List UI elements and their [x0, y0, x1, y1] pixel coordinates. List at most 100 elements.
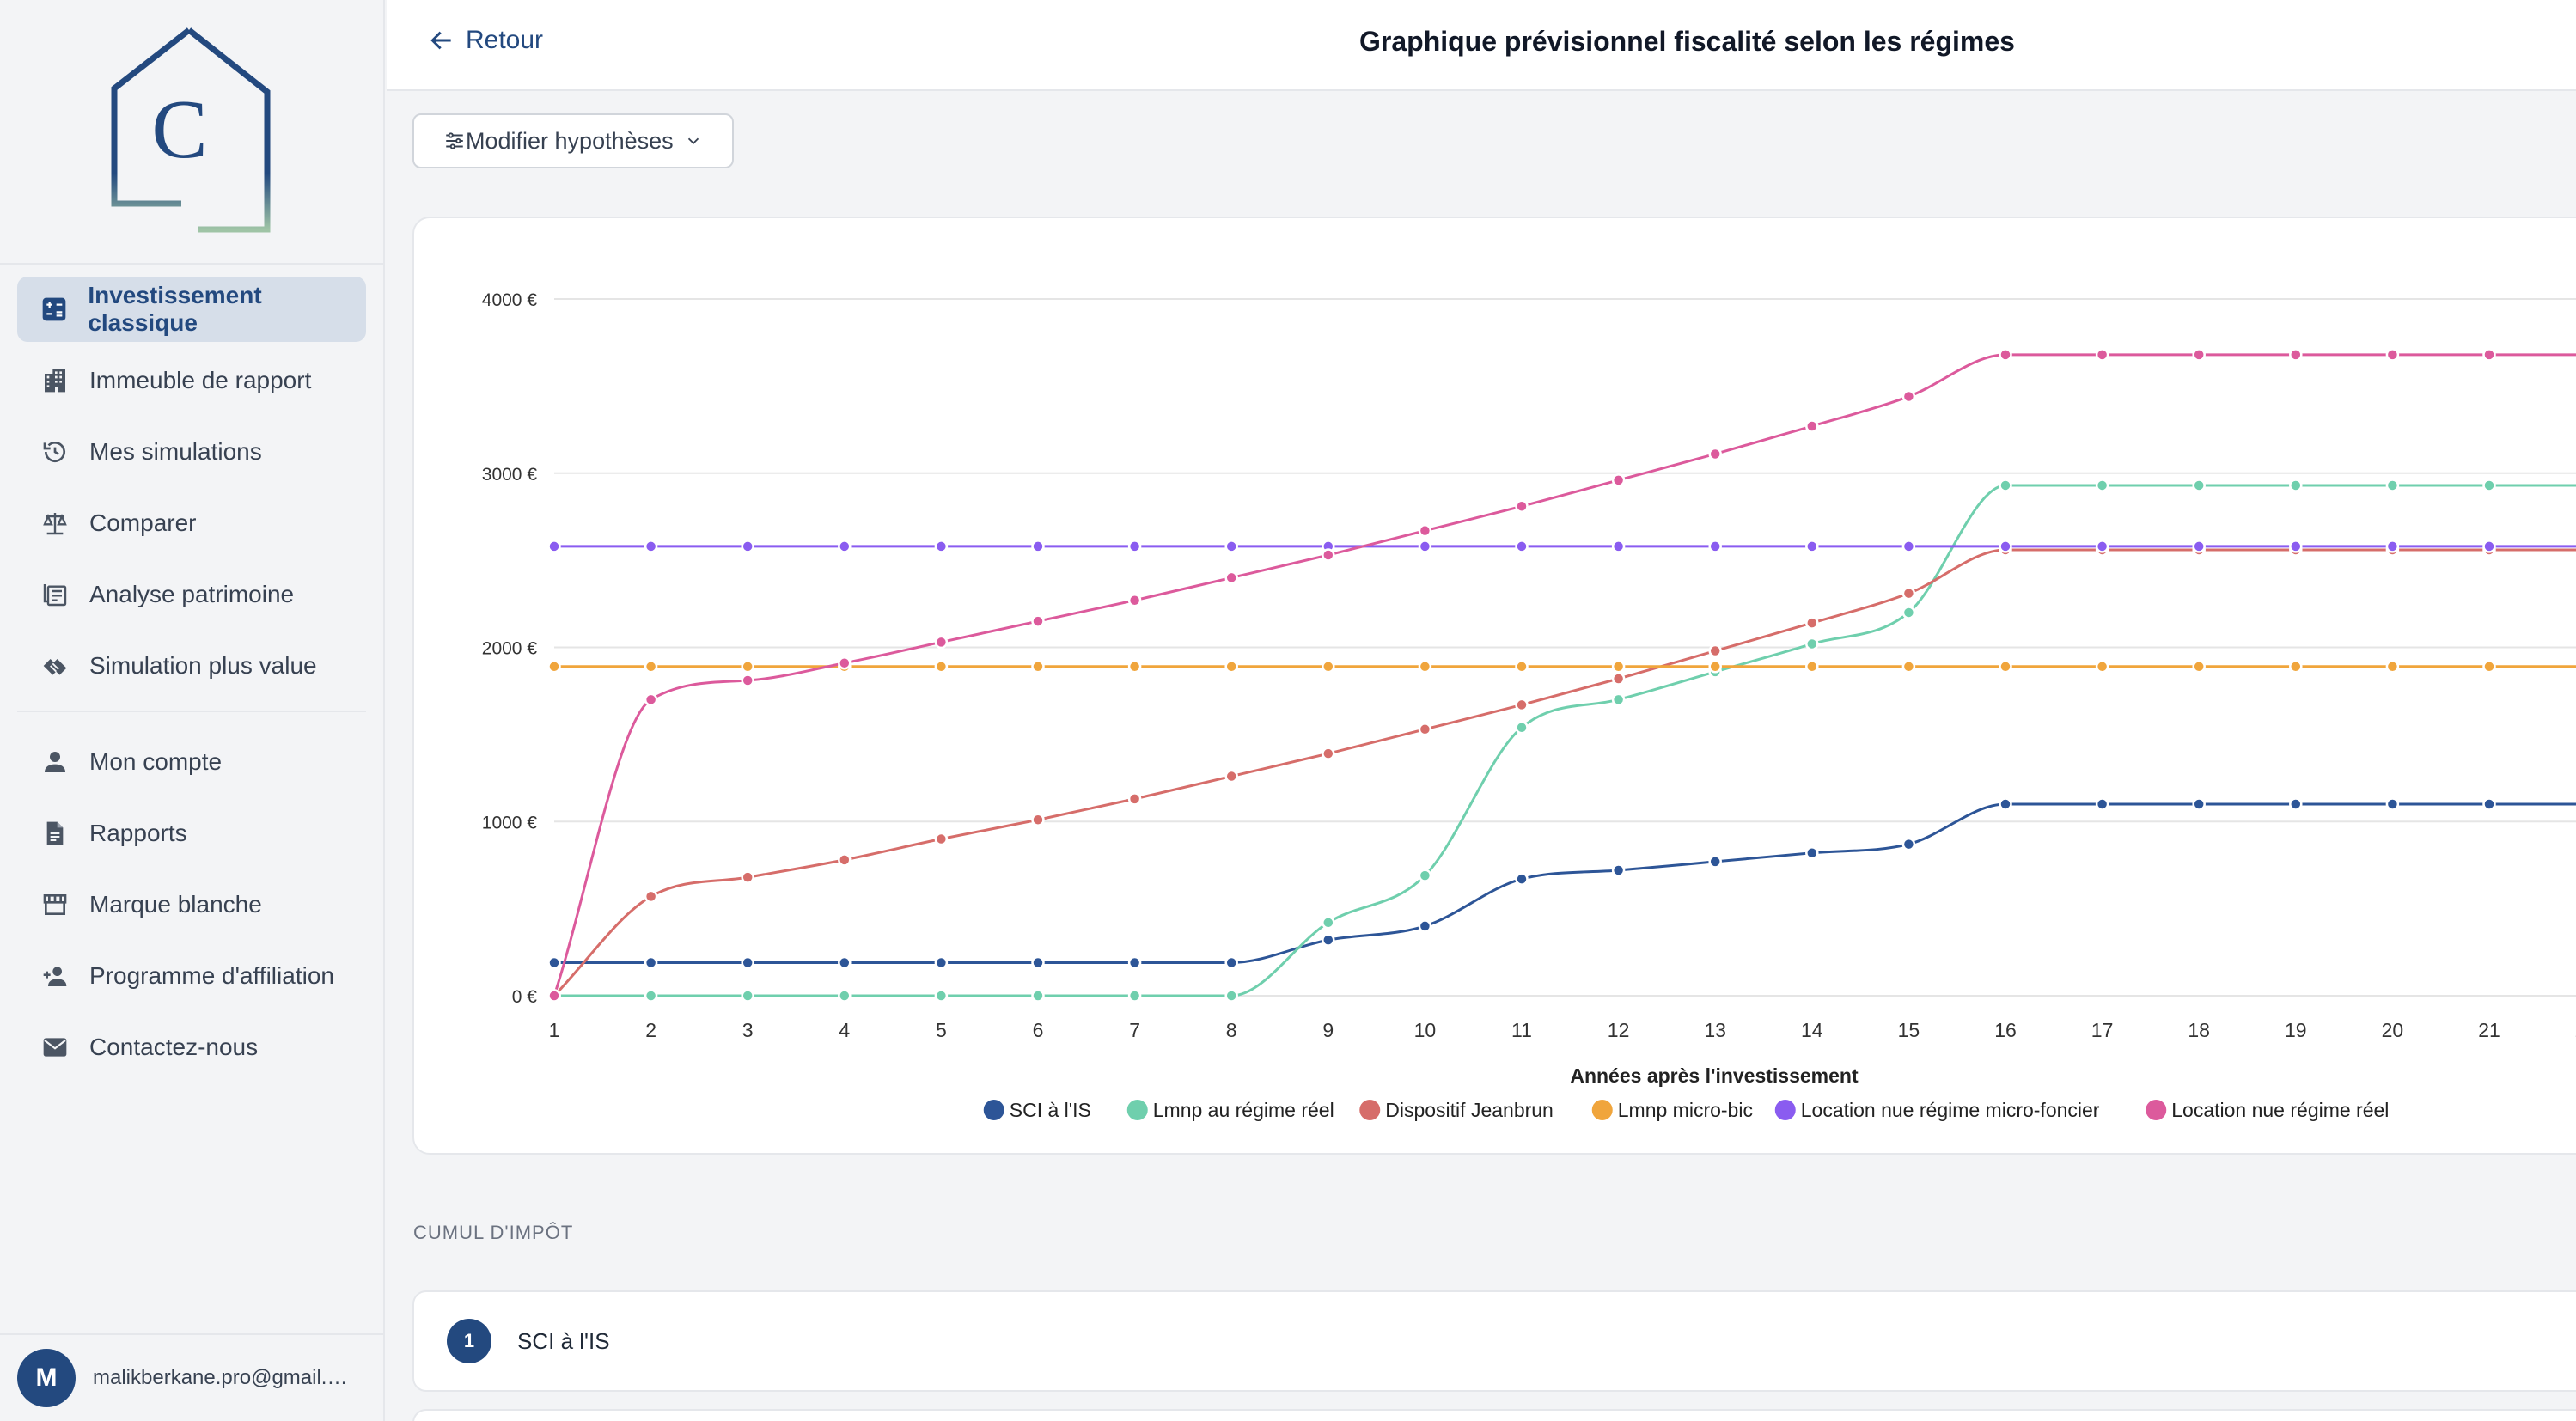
sidebar-item-label: Mon compte	[89, 748, 223, 775]
sidebar-item-analyse-patrimoine[interactable]: Analyse patrimoine	[17, 562, 366, 627]
chart-card: 0 €1000 €2000 €3000 €4000 € 1 2 3 4 5 6 7 8 9 10 1…	[412, 217, 2576, 1155]
data-point	[644, 889, 658, 904]
chart-grid	[554, 298, 2576, 997]
series-0	[553, 802, 2576, 964]
data-point	[1031, 955, 1045, 970]
legend-label: Location nue régime micro-foncier	[1801, 1099, 2100, 1121]
data-point	[838, 540, 852, 553]
sidebar-item-contactez-nous[interactable]: Contactez-nous	[17, 1015, 366, 1080]
data-point	[2289, 540, 2303, 553]
x-tick-label: 22	[2575, 1019, 2576, 1041]
user-account[interactable]: M malikberkane.pro@gmail.…	[0, 1333, 385, 1421]
data-point	[1322, 548, 1335, 562]
logo[interactable]: C	[0, 0, 383, 265]
data-point	[2095, 479, 2109, 492]
data-point	[1322, 747, 1335, 760]
data-point	[1418, 523, 1432, 538]
data-point	[934, 955, 949, 970]
data-point	[644, 540, 658, 553]
data-point	[1515, 499, 1529, 514]
data-point	[2289, 797, 2303, 811]
data-point	[2289, 479, 2303, 492]
series-line	[552, 353, 2576, 997]
series-points-1	[547, 479, 2496, 1003]
data-point	[1999, 797, 2012, 811]
sidebar-item-mes-simulations[interactable]: Mes simulations	[17, 419, 366, 485]
data-point	[2482, 348, 2496, 362]
data-point	[741, 674, 754, 687]
regime-row[interactable]: 1 SCI à l'IS	[412, 1290, 2576, 1392]
x-tick-label: 20	[2382, 1019, 2404, 1041]
sidebar-item-label: Marque blanche	[89, 891, 262, 918]
user-email: malikberkane.pro@gmail.…	[93, 1366, 348, 1389]
legend-label: Lmnp micro-bic	[1618, 1099, 1753, 1121]
x-tick-label: 7	[1129, 1019, 1140, 1041]
sidebar-item-simulation-plus-value[interactable]: Simulation plus value	[17, 633, 366, 698]
sidebar-item-label: Investissement classique	[88, 282, 262, 336]
data-point	[2385, 540, 2400, 553]
data-point	[1708, 447, 1722, 461]
series-line	[554, 484, 2576, 997]
data-point	[1901, 660, 1916, 674]
data-point	[1418, 660, 1432, 674]
sidebar-item-marque-blanche[interactable]: Marque blanche	[17, 872, 366, 937]
data-point	[934, 540, 949, 553]
sidebar-item-immeuble-de-rapport[interactable]: Immeuble de rapport	[17, 348, 366, 413]
data-point	[2482, 540, 2496, 553]
data-point	[1708, 540, 1722, 553]
sidebar-item-label: Rapports	[89, 820, 187, 846]
data-point	[1322, 916, 1335, 930]
data-point	[1611, 863, 1626, 877]
data-point	[741, 870, 754, 884]
x-tick-label: 6	[1033, 1019, 1044, 1041]
data-point	[838, 989, 852, 1003]
regime-row-next[interactable]	[412, 1409, 2576, 1421]
sidebar-item-label: Immeuble de rapport	[89, 367, 312, 393]
data-point	[1127, 955, 1142, 970]
data-point	[547, 660, 561, 674]
data-point	[1031, 813, 1045, 826]
sidebar-item-comparer[interactable]: Comparer	[17, 491, 366, 556]
data-point	[1805, 540, 1819, 553]
data-point	[1708, 643, 1722, 658]
modifier-hypotheses-button[interactable]: Modifier hypothèses	[412, 113, 734, 168]
history-icon	[38, 435, 72, 469]
data-point	[741, 989, 754, 1003]
x-tick-label: 15	[1898, 1019, 1920, 1041]
handshake-icon	[38, 649, 72, 683]
data-point	[1708, 660, 1722, 674]
building-icon	[38, 363, 72, 398]
series-line	[553, 802, 2576, 964]
sidebar: C Investissement classique Immeuble de r…	[0, 0, 385, 1421]
x-tick-label: 17	[2091, 1019, 2114, 1041]
y-axis-ticks: 0 € 1000 € 2000 € 3000 € 4000 €	[482, 290, 538, 1007]
data-point	[1224, 660, 1238, 674]
data-point	[1224, 989, 1238, 1003]
data-point	[1515, 872, 1529, 886]
legend-item-4: Location nue régime micro-foncier	[1774, 1099, 2100, 1121]
y-tick-label: 4000 €	[482, 290, 538, 310]
sidebar-item-investissement-classique[interactable]: Investissement classique	[17, 277, 366, 342]
data-point	[1031, 540, 1045, 553]
sidebar-item-rapports[interactable]: Rapports	[17, 801, 366, 866]
data-point	[1224, 540, 1238, 553]
data-point	[1611, 672, 1626, 686]
x-tick-label: 18	[2188, 1019, 2210, 1041]
data-point	[1418, 540, 1432, 553]
series-points-4	[547, 540, 2496, 553]
legend-swatch	[1774, 1100, 1796, 1120]
data-point	[741, 955, 754, 970]
arrow-left-icon	[430, 31, 451, 50]
sidebar-item-mon-compte[interactable]: Mon compte	[17, 729, 366, 795]
data-point	[1999, 660, 2012, 674]
data-point	[1901, 606, 1916, 619]
sidebar-item-label: Comparer	[89, 509, 197, 536]
back-button[interactable]: Retour	[428, 26, 543, 55]
data-point	[1418, 869, 1432, 882]
data-point	[1708, 855, 1722, 869]
data-point	[547, 989, 561, 1003]
data-point	[1031, 614, 1045, 628]
legend-swatch	[1591, 1100, 1613, 1120]
data-point	[838, 853, 852, 867]
sidebar-item-programme-affiliation[interactable]: Programme d'affiliation	[17, 943, 366, 1009]
